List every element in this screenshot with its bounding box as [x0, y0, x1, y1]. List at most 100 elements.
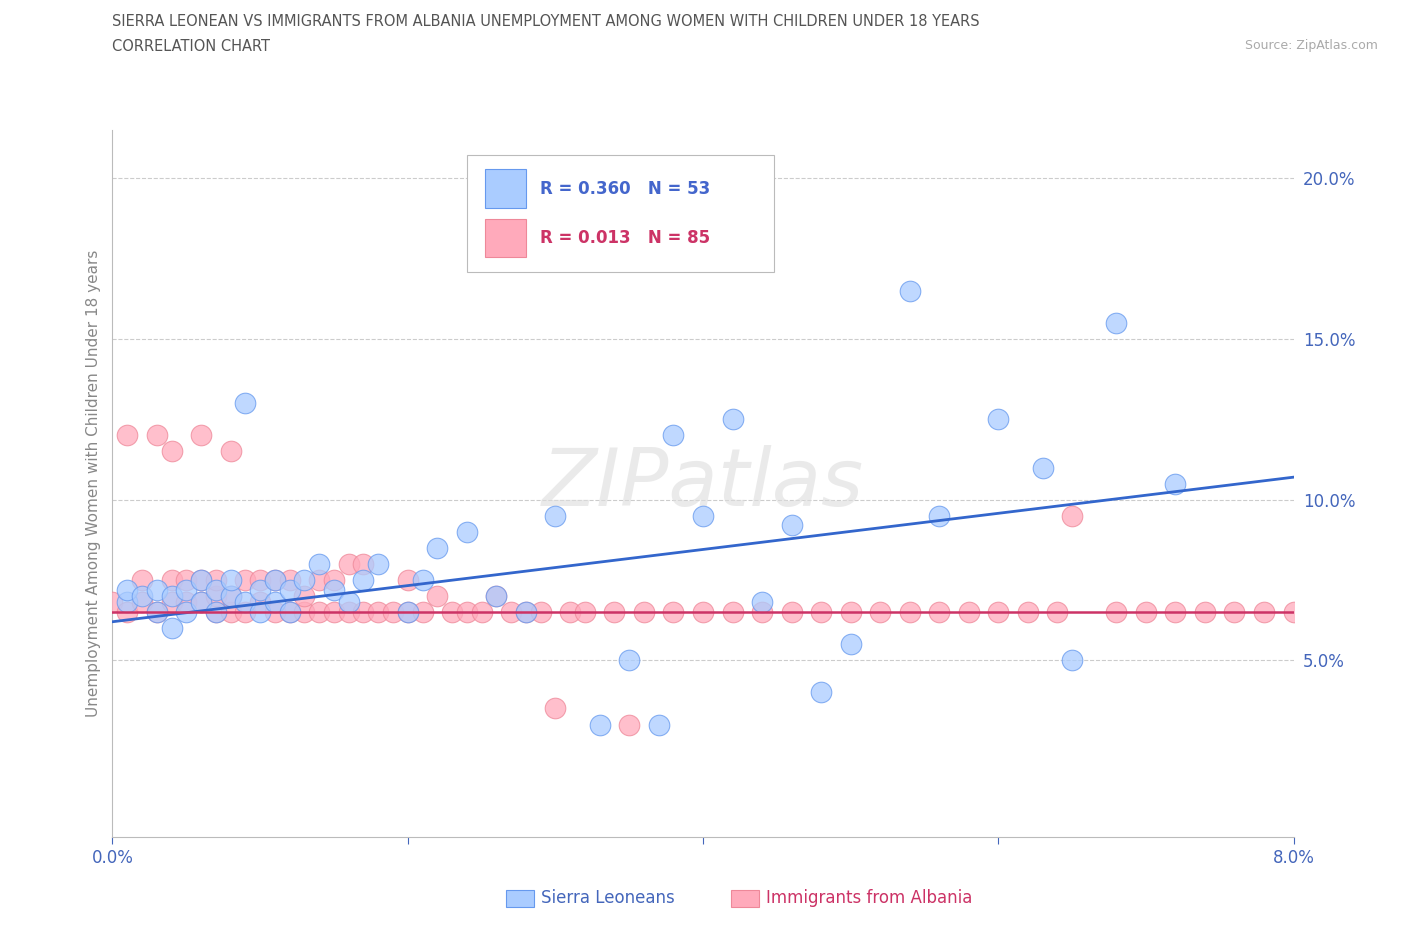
- Point: [1062, 653, 1084, 668]
- Y-axis label: Unemployment Among Women with Children Under 18 years: Unemployment Among Women with Children U…: [86, 250, 101, 717]
- Point: [987, 412, 1010, 427]
- Point: [160, 620, 183, 635]
- Point: [174, 595, 197, 610]
- Point: [219, 589, 242, 604]
- Point: [751, 595, 773, 610]
- Bar: [467, 155, 773, 272]
- Point: [233, 604, 256, 619]
- Point: [219, 589, 242, 604]
- Point: [619, 717, 641, 732]
- Point: [337, 556, 360, 571]
- Point: [1282, 604, 1305, 619]
- Point: [1046, 604, 1069, 619]
- Text: Immigrants from Albania: Immigrants from Albania: [766, 889, 973, 908]
- Point: [233, 396, 256, 411]
- Point: [160, 589, 183, 604]
- Point: [780, 518, 803, 533]
- Point: [117, 428, 138, 443]
- Point: [278, 573, 301, 588]
- Point: [1017, 604, 1039, 619]
- Point: [1341, 604, 1364, 619]
- Point: [131, 573, 153, 588]
- Point: [249, 582, 271, 597]
- Point: [160, 595, 183, 610]
- Point: [264, 604, 287, 619]
- Point: [337, 595, 360, 610]
- Point: [619, 653, 641, 668]
- Point: [1400, 604, 1406, 619]
- Point: [190, 573, 212, 588]
- Point: [721, 412, 744, 427]
- Point: [780, 604, 803, 619]
- Point: [146, 428, 169, 443]
- Point: [174, 582, 197, 597]
- Point: [1164, 604, 1187, 619]
- Point: [412, 573, 434, 588]
- Point: [560, 604, 582, 619]
- Point: [233, 573, 256, 588]
- Point: [957, 604, 980, 619]
- Point: [1105, 315, 1128, 330]
- Point: [1223, 604, 1246, 619]
- Point: [308, 556, 330, 571]
- Point: [278, 604, 301, 619]
- Point: [264, 573, 287, 588]
- Point: [205, 589, 228, 604]
- Point: [928, 509, 950, 524]
- Point: [352, 604, 374, 619]
- Point: [662, 604, 685, 619]
- Point: [721, 604, 744, 619]
- Point: [323, 604, 346, 619]
- Point: [751, 604, 773, 619]
- Point: [292, 589, 315, 604]
- Point: [396, 573, 419, 588]
- Point: [146, 582, 169, 597]
- Point: [323, 573, 346, 588]
- Point: [810, 604, 832, 619]
- Point: [308, 604, 330, 619]
- Point: [662, 428, 685, 443]
- Point: [1371, 604, 1393, 619]
- Point: [190, 573, 212, 588]
- Point: [249, 604, 271, 619]
- Point: [219, 444, 242, 458]
- Point: [1062, 509, 1084, 524]
- Point: [1164, 476, 1187, 491]
- Point: [292, 604, 315, 619]
- Point: [382, 604, 405, 619]
- Point: [205, 582, 228, 597]
- Point: [278, 582, 301, 597]
- Point: [485, 589, 508, 604]
- Point: [839, 604, 862, 619]
- Point: [233, 595, 256, 610]
- Point: [529, 604, 551, 619]
- Point: [544, 701, 567, 716]
- Point: [278, 604, 301, 619]
- Point: [117, 604, 138, 619]
- Point: [1194, 604, 1216, 619]
- Point: [412, 604, 434, 619]
- Point: [898, 604, 921, 619]
- Point: [588, 717, 610, 732]
- Point: [471, 604, 494, 619]
- Point: [515, 604, 537, 619]
- Point: [249, 595, 271, 610]
- Point: [264, 595, 287, 610]
- Point: [160, 573, 183, 588]
- Text: Sierra Leoneans: Sierra Leoneans: [541, 889, 675, 908]
- Point: [692, 509, 714, 524]
- Point: [219, 604, 242, 619]
- Point: [131, 595, 153, 610]
- Point: [987, 604, 1010, 619]
- Point: [1135, 604, 1157, 619]
- Text: R = 0.360   N = 53: R = 0.360 N = 53: [540, 179, 710, 197]
- Point: [647, 717, 671, 732]
- Point: [219, 573, 242, 588]
- Point: [190, 595, 212, 610]
- Bar: [485, 219, 526, 258]
- Point: [205, 604, 228, 619]
- Point: [1253, 604, 1275, 619]
- Point: [928, 604, 950, 619]
- Point: [367, 604, 389, 619]
- Point: [544, 509, 567, 524]
